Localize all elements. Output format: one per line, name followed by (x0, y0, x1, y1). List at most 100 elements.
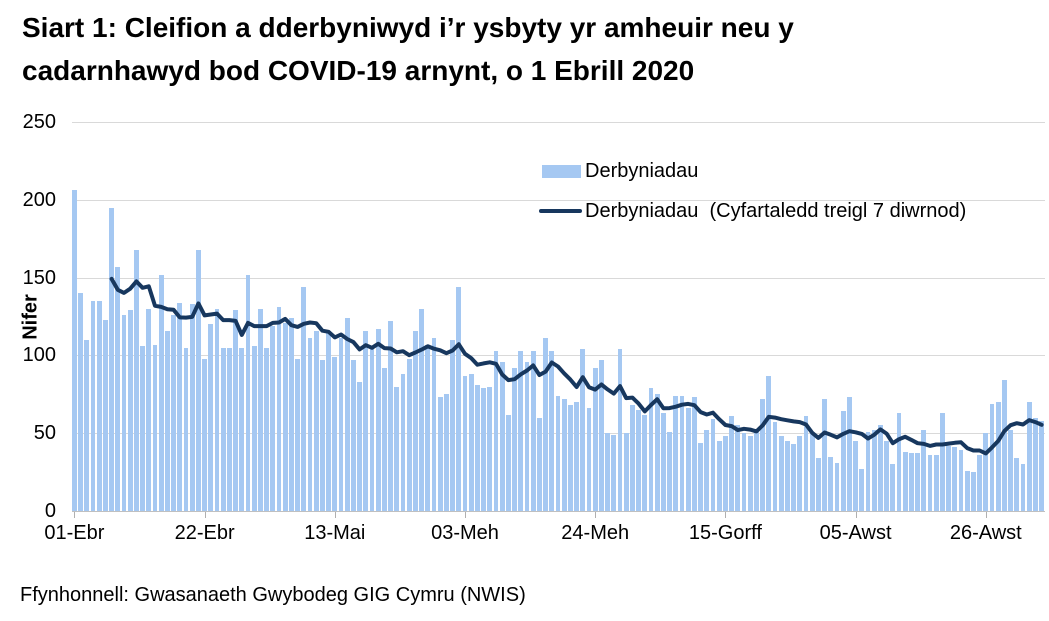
y-tick-label-100: 100 (22, 344, 56, 367)
bar (369, 349, 375, 511)
legend-row-line: Derbyniadau (Cyfartaledd treigl 7 diwrno… (539, 199, 966, 223)
bar (481, 388, 486, 511)
bar (741, 433, 747, 511)
bar (834, 462, 840, 511)
bar (301, 286, 307, 511)
bar (264, 347, 269, 511)
bar (1033, 417, 1038, 511)
bar (344, 318, 350, 511)
x-tick-05-Awst (855, 512, 857, 518)
bar (140, 346, 145, 511)
bar (828, 456, 834, 511)
bar (214, 308, 220, 511)
x-axis-line (72, 511, 1045, 512)
bar (437, 397, 443, 511)
bar (561, 398, 567, 511)
bars-legend-label: Derbyniadau (585, 159, 699, 182)
bar (419, 308, 424, 511)
bar (574, 402, 579, 511)
line-legend-label: Derbyniadau (Cyfartaledd treigl 7 diwrno… (585, 199, 967, 222)
x-tick-15-Gorff (725, 512, 727, 518)
x-tick-label-03-Meh: 03-Meh (431, 522, 499, 544)
bar (84, 339, 90, 511)
bar (735, 425, 741, 511)
bar (685, 408, 691, 511)
bar (295, 358, 300, 511)
bar (766, 375, 772, 511)
bar (96, 300, 102, 511)
bar (1014, 458, 1020, 511)
x-tick-label-26-Awst: 26-Awst (949, 522, 1022, 544)
bar (921, 430, 927, 511)
bar (158, 274, 164, 511)
bar (654, 394, 660, 511)
chart-legend: Derbyniadau Derbyniadau (Cyfartaledd tre… (539, 159, 966, 223)
bar (239, 347, 245, 511)
bar (127, 310, 133, 511)
bar (667, 431, 672, 511)
bar (729, 416, 734, 511)
bar (400, 374, 406, 511)
y-axis-title: Nifer (19, 294, 42, 340)
bar (450, 339, 455, 511)
bar (338, 338, 344, 511)
bar (971, 472, 976, 511)
bar (332, 356, 338, 511)
bar (78, 293, 83, 511)
bar (276, 307, 282, 511)
y-tick-label-50: 50 (33, 422, 56, 445)
x-tick-label-01-Ebr: 01-Ebr (44, 522, 105, 544)
bar (456, 286, 462, 511)
x-tick-label-15-Gorff: 15-Gorff (688, 522, 762, 544)
bar (313, 330, 319, 511)
bar (444, 394, 449, 511)
bar (543, 338, 548, 511)
bar (121, 314, 127, 511)
bar (679, 395, 685, 511)
bar (183, 347, 189, 511)
bar (630, 405, 635, 511)
bar (933, 454, 939, 511)
bar (363, 330, 369, 511)
bar (940, 412, 945, 511)
bar (171, 314, 176, 511)
bar (1026, 402, 1032, 511)
bar (394, 386, 400, 511)
bar (537, 417, 542, 511)
bar (289, 318, 294, 511)
bar (351, 360, 356, 511)
bar (958, 450, 964, 511)
bar (165, 330, 170, 511)
bar (772, 422, 778, 511)
bar (586, 408, 592, 511)
x-tick-label-05-Awst: 05-Awst (819, 522, 892, 544)
rolling-average-polyline (109, 276, 1044, 456)
bar (72, 190, 77, 511)
bar (977, 454, 982, 511)
bar (915, 453, 920, 511)
bar (648, 388, 654, 511)
bar (599, 360, 604, 511)
bar (809, 433, 815, 511)
gridline-150 (72, 277, 1045, 279)
bar (375, 328, 381, 511)
plot-area (72, 122, 1045, 511)
bar (555, 395, 561, 511)
bar (661, 412, 666, 511)
x-tick-03-Meh (465, 512, 466, 518)
bar (803, 416, 809, 511)
bar (617, 349, 623, 511)
x-tick-label-22-Ebr: 22-Ebr (174, 522, 235, 544)
bar (258, 308, 263, 511)
bar (989, 403, 995, 511)
source-note: Ffynhonnell: Gwasanaeth Gwybodeg GIG Cym… (20, 584, 526, 606)
bar (357, 381, 362, 511)
bar (1039, 420, 1044, 511)
bar (902, 451, 908, 511)
chart-title: Siart 1: Cleifion a dderbyniwyd i’r ysby… (22, 12, 794, 86)
x-tick-label-24-Meh: 24-Meh (561, 522, 630, 544)
y-tick-label-0: 0 (44, 500, 56, 522)
y-tick-label-150: 150 (22, 266, 56, 289)
bar (220, 347, 226, 511)
bar (152, 344, 158, 511)
